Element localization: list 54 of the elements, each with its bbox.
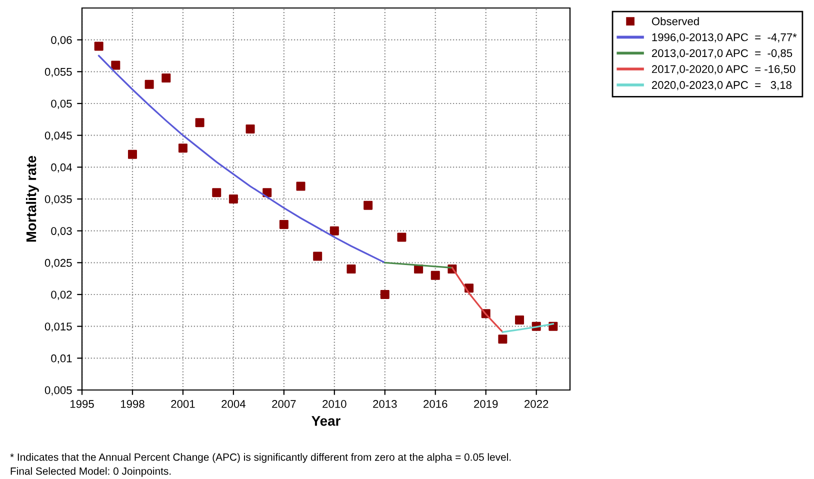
y-tick-label: 0,02: [51, 290, 72, 300]
y-axis-title: Mortality rate: [26, 156, 39, 242]
legend-label: Observed: [652, 17, 699, 26]
y-tick-label: 0,04: [51, 163, 72, 173]
point: [430, 270, 440, 280]
point: [212, 188, 222, 198]
x-axis-title: Year: [312, 416, 340, 426]
point: [498, 334, 508, 344]
point: [111, 60, 120, 70]
y-tick-label: 0,055: [44, 68, 72, 78]
x-tick-label: 1995: [70, 400, 94, 408]
x-tick-label: 1998: [120, 400, 144, 408]
point: [397, 232, 406, 242]
point: [162, 74, 171, 83]
point: [279, 220, 288, 229]
x-tick-label: 2001: [171, 400, 195, 408]
point: [128, 150, 137, 159]
point: [94, 42, 104, 51]
y-tick-label: 0,03: [51, 227, 72, 236]
point: [246, 124, 255, 134]
x-tick-label: 2016: [424, 400, 448, 408]
point: [296, 182, 306, 191]
point: [195, 118, 204, 128]
y-tick-label: 0,035: [44, 195, 72, 204]
x-tick-label: 2010: [322, 400, 346, 408]
legend-label: 2013,0-2017,0 APC = -0,85: [652, 49, 792, 58]
line-series: [98, 54, 386, 264]
y-tick-label: 0,025: [44, 258, 72, 268]
y-tick-label: 0,06: [51, 36, 72, 46]
legend-label: 2017,0-2020,0 APC = -16,50: [652, 65, 796, 74]
point: [515, 315, 524, 324]
point: [364, 200, 373, 210]
point: [178, 144, 188, 153]
point: [380, 290, 390, 299]
x-tick-label: 2022: [524, 400, 548, 408]
x-tick-label: 2004: [222, 400, 246, 408]
point: [228, 194, 238, 204]
y-tick-label: 0,01: [51, 354, 72, 364]
point: [313, 252, 322, 261]
point: [346, 264, 356, 274]
legend-label: 2020,0-2023,0 APC = 3,18: [652, 81, 792, 90]
text: Final Selected Model: 0 Joinpoints.: [10, 467, 171, 477]
y-tick-label: 0,045: [44, 132, 72, 141]
x-tick-label: 2007: [272, 400, 296, 408]
point: [330, 226, 339, 236]
x-tick-label: 2013: [373, 400, 397, 408]
legend-label: 1996,0-2013,0 APC = -4,77*: [652, 33, 797, 42]
x-tick-label: 2019: [474, 400, 498, 408]
y-tick-label: 0,05: [51, 100, 72, 109]
y-tick-label: 0,005: [44, 386, 72, 396]
text: * Indicates that the Annual Percent Change (APC) is significantly different from zero at the alpha = 0.05 level.: [10, 453, 511, 463]
point: [262, 188, 272, 198]
y-tick-label: 0,015: [44, 322, 72, 332]
point: [144, 80, 154, 89]
